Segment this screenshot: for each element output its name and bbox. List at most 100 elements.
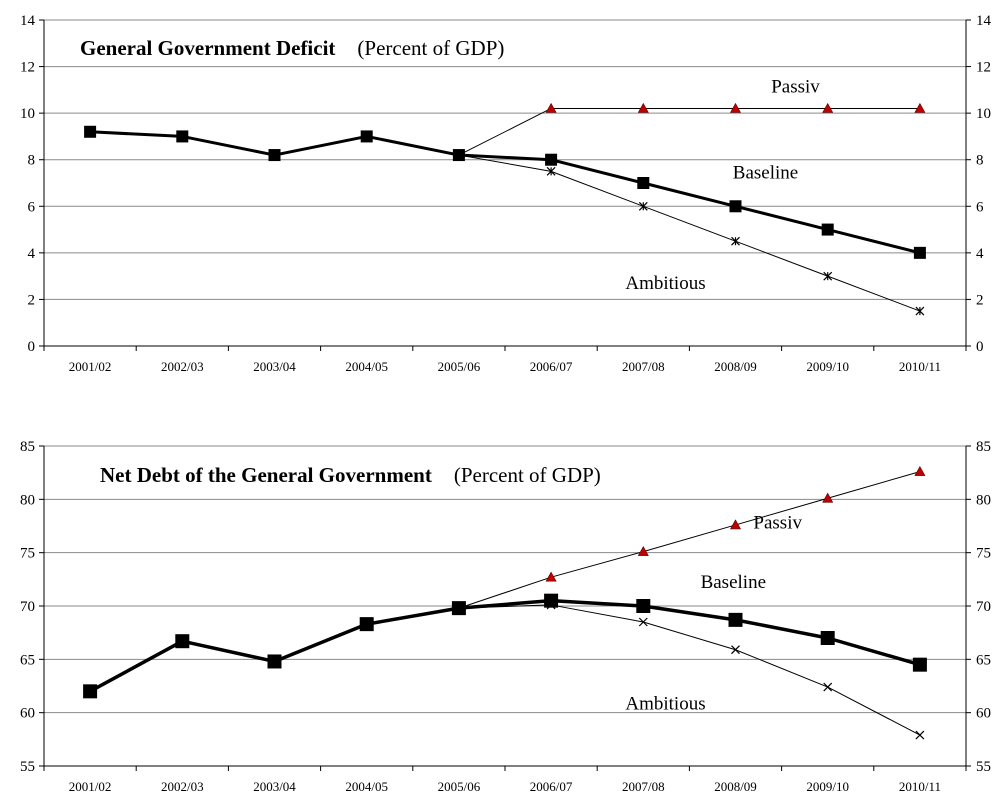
point-baseline (176, 130, 189, 143)
point-baseline (729, 200, 742, 213)
x-tick-label: 2010/11 (899, 359, 941, 374)
y-tick-label-right: 6 (976, 199, 984, 215)
series-line-passiv (90, 107, 920, 156)
x-tick-label: 2006/07 (530, 359, 573, 374)
point-baseline (268, 149, 281, 162)
y-tick-label-left: 4 (28, 246, 36, 262)
point-baseline (84, 125, 97, 138)
x-tick-label: 2008/09 (714, 779, 757, 794)
y-tick-label-right: 70 (976, 599, 991, 615)
point-ambitious (823, 271, 833, 281)
x-tick-label: 2005/06 (438, 359, 481, 374)
y-tick-label-right: 85 (976, 439, 991, 455)
y-tick-label-right: 12 (976, 60, 991, 76)
point-ambitious (823, 682, 833, 692)
y-tick-label-left: 75 (20, 546, 35, 562)
y-tick-label-right: 4 (976, 246, 984, 262)
series-line-baseline (89, 598, 921, 693)
chart-subtitle: (Percent of GDP) (357, 36, 504, 60)
y-tick-label-left: 6 (28, 199, 36, 215)
y-tick-label-left: 14 (20, 13, 36, 29)
x-tick-label: 2001/02 (69, 359, 112, 374)
chart-title: General Government Deficit (80, 36, 335, 60)
chart-title: Net Debt of the General Government (100, 463, 432, 487)
point-baseline (451, 601, 466, 616)
y-tick-label-left: 10 (20, 106, 35, 122)
y-tick-label-right: 60 (976, 706, 991, 722)
point-ambitious (638, 617, 648, 627)
x-tick-label: 2004/05 (345, 359, 388, 374)
y-tick-label-right: 80 (976, 492, 991, 508)
x-tick-label: 2006/07 (530, 779, 573, 794)
y-tick-label-left: 80 (20, 492, 35, 508)
x-tick-label: 2007/08 (622, 359, 665, 374)
point-ambitious (731, 645, 740, 655)
chart-subtitle: (Percent of GDP) (454, 463, 601, 487)
series-label-ambitious: Ambitious (625, 273, 705, 294)
point-baseline (637, 177, 650, 189)
y-tick-label-right: 55 (976, 759, 991, 775)
series-line-baseline (90, 130, 921, 255)
x-tick-label: 2001/02 (69, 779, 112, 794)
point-baseline (821, 223, 834, 236)
point-baseline (175, 634, 190, 649)
point-baseline (359, 617, 374, 632)
x-tick-label: 2003/04 (253, 359, 296, 374)
y-tick-label-right: 8 (976, 153, 984, 169)
x-tick-label: 2007/08 (622, 779, 665, 794)
point-baseline (360, 130, 373, 143)
series-label-baseline: Baseline (701, 572, 766, 593)
series-label-passiv: Passiv (771, 76, 820, 97)
y-tick-label-right: 2 (976, 292, 984, 308)
x-tick-label: 2005/06 (438, 779, 481, 794)
point-passiv (729, 519, 742, 530)
series-line-ambitious (89, 604, 921, 736)
chart-1: 0 0 2 2 4 4 6 6 8 8 10 10 12 12 14 14 2001/02 2002/03 2003… (20, 13, 992, 374)
series-label-baseline: Baseline (733, 162, 798, 183)
point-baseline (728, 612, 743, 627)
x-tick-label: 2003/04 (253, 779, 296, 794)
point-ambitious (638, 201, 648, 211)
y-tick-label-left: 65 (20, 652, 35, 668)
series-label-ambitious: Ambitious (625, 694, 705, 715)
x-tick-label: 2002/03 (161, 359, 204, 374)
point-passiv (822, 102, 834, 113)
point-passiv (545, 102, 557, 113)
point-baseline (820, 631, 835, 645)
point-baseline (545, 153, 558, 166)
point-baseline (913, 246, 926, 259)
point-passiv (545, 571, 557, 582)
y-tick-label-right: 10 (976, 106, 991, 122)
y-tick-label-left: 60 (20, 706, 35, 722)
point-baseline (452, 149, 465, 162)
point-baseline (544, 593, 559, 608)
y-tick-label-left: 8 (28, 153, 36, 169)
x-tick-label: 2004/05 (345, 779, 388, 794)
y-tick-label-right: 65 (976, 652, 991, 668)
point-ambitious (546, 166, 556, 176)
point-passiv (729, 102, 742, 113)
x-tick-label: 2008/09 (714, 359, 757, 374)
point-passiv (637, 545, 649, 556)
y-tick-label-left: 70 (20, 599, 35, 615)
y-tick-label-left: 2 (28, 292, 36, 308)
point-ambitious (731, 236, 740, 246)
y-tick-label-left: 85 (20, 439, 35, 455)
x-tick-label: 2002/03 (161, 779, 204, 794)
x-tick-label: 2009/10 (806, 359, 849, 374)
y-tick-label-right: 0 (976, 339, 984, 355)
point-passiv (914, 465, 926, 476)
point-baseline (267, 654, 282, 669)
y-tick-label-right: 75 (976, 546, 991, 562)
point-baseline (83, 684, 98, 699)
point-baseline (912, 657, 927, 672)
point-ambitious (915, 306, 925, 316)
x-tick-label: 2009/10 (806, 779, 849, 794)
x-tick-label: 2010/11 (899, 779, 941, 794)
y-tick-label-left: 0 (28, 339, 36, 355)
y-tick-label-left: 55 (20, 759, 35, 775)
chart-2: 55 55 60 60 65 65 70 70 75 75 80 80 85 85 2001/02 2002/… (20, 439, 991, 794)
point-passiv (637, 102, 649, 113)
